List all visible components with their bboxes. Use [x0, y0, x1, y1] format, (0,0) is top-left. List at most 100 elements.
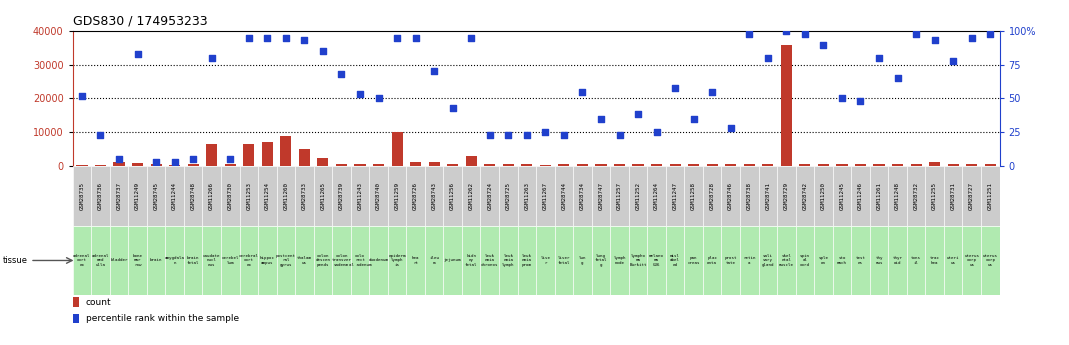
Text: GSM11262: GSM11262: [468, 182, 474, 210]
Text: GSM28735: GSM28735: [79, 182, 84, 210]
Text: hea
rt: hea rt: [412, 256, 419, 265]
Text: GSM11250: GSM11250: [821, 182, 826, 210]
Bar: [684, 226, 703, 295]
Bar: [981, 226, 1000, 295]
Bar: [351, 226, 369, 295]
Bar: [962, 226, 981, 295]
Bar: [332, 166, 351, 226]
Bar: [258, 166, 277, 226]
Point: [908, 31, 925, 37]
Bar: [684, 166, 703, 226]
Bar: [870, 166, 888, 226]
Bar: [151, 164, 161, 166]
Bar: [462, 226, 480, 295]
Point: [148, 159, 165, 164]
Text: GSM28742: GSM28742: [803, 182, 807, 210]
Text: uterus
corp
us: uterus corp us: [982, 254, 997, 267]
Text: bone
mar
row: bone mar row: [133, 254, 142, 267]
Text: test
es: test es: [855, 256, 866, 265]
Text: GSM11263: GSM11263: [524, 182, 529, 210]
Bar: [169, 165, 181, 166]
Bar: [740, 166, 759, 226]
Bar: [777, 226, 795, 295]
Bar: [985, 164, 996, 166]
Point: [221, 156, 238, 161]
Text: GSM11251: GSM11251: [988, 182, 993, 210]
Bar: [429, 162, 439, 166]
Point: [815, 42, 832, 47]
Text: GSM28731: GSM28731: [950, 182, 956, 210]
Bar: [666, 166, 684, 226]
Bar: [295, 166, 313, 226]
Text: GSM28724: GSM28724: [487, 182, 492, 210]
Bar: [110, 166, 128, 226]
Text: GSM28729: GSM28729: [784, 182, 789, 210]
Bar: [777, 166, 795, 226]
Point: [537, 129, 554, 135]
Text: GSM11264: GSM11264: [654, 182, 660, 210]
Bar: [244, 145, 254, 166]
Text: prost
tate: prost tate: [725, 256, 737, 265]
Text: jejunum: jejunum: [444, 258, 462, 263]
Bar: [944, 166, 962, 226]
Text: GSM28740: GSM28740: [376, 182, 381, 210]
Bar: [221, 226, 239, 295]
Bar: [373, 164, 384, 166]
Bar: [929, 161, 941, 166]
Text: live
r: live r: [540, 256, 551, 265]
Point: [592, 116, 609, 121]
Point: [425, 69, 443, 74]
Text: GSM11255: GSM11255: [932, 182, 938, 210]
Bar: [537, 226, 555, 295]
Bar: [592, 226, 610, 295]
Text: GSM11254: GSM11254: [265, 182, 269, 210]
Text: leuk
emia
lymph: leuk emia lymph: [502, 254, 514, 267]
Bar: [391, 132, 403, 166]
Text: trac
hea: trac hea: [930, 256, 940, 265]
Text: GSM11249: GSM11249: [135, 182, 140, 210]
Bar: [592, 166, 610, 226]
Text: sto
mach: sto mach: [837, 256, 847, 265]
Text: caudate
nucl
eus: caudate nucl eus: [203, 254, 220, 267]
Text: leuk
emia
prom: leuk emia prom: [522, 254, 532, 267]
Text: GSM28739: GSM28739: [339, 182, 344, 210]
Text: colon
descen
pends: colon descen pends: [315, 254, 330, 267]
Text: misl
abel
ed: misl abel ed: [670, 254, 680, 267]
Bar: [277, 166, 295, 226]
Bar: [966, 164, 977, 166]
Bar: [855, 164, 866, 166]
Text: GSM28745: GSM28745: [154, 182, 158, 210]
Text: kidn
ey
fetal: kidn ey fetal: [465, 254, 478, 267]
Bar: [573, 166, 592, 226]
Bar: [907, 226, 926, 295]
Bar: [128, 166, 146, 226]
Point: [129, 51, 146, 57]
Point: [741, 31, 758, 37]
Point: [796, 31, 814, 37]
Text: percentile rank within the sample: percentile rank within the sample: [86, 314, 238, 323]
Text: plac
enta: plac enta: [708, 256, 717, 265]
Text: colo
rect
al adenum: colo rect al adenum: [348, 254, 371, 267]
Text: cerebral
cort
ex: cerebral cort ex: [238, 254, 259, 267]
Text: GSM11246: GSM11246: [858, 182, 863, 210]
Bar: [313, 166, 332, 226]
Point: [852, 98, 869, 104]
Bar: [629, 166, 648, 226]
Text: GSM11260: GSM11260: [283, 182, 289, 210]
Text: uterus
corp
us: uterus corp us: [964, 254, 979, 267]
Bar: [262, 142, 273, 166]
Text: brain: brain: [150, 258, 162, 263]
Bar: [188, 164, 199, 166]
Point: [314, 49, 331, 54]
Text: GSM28737: GSM28737: [117, 182, 122, 210]
Text: spin
al
cord: spin al cord: [800, 254, 810, 267]
Bar: [110, 226, 128, 295]
Text: GSM11244: GSM11244: [172, 182, 177, 210]
Bar: [540, 165, 551, 166]
Bar: [795, 166, 815, 226]
Text: GSM11252: GSM11252: [636, 182, 640, 210]
Point: [407, 35, 424, 41]
Bar: [351, 166, 369, 226]
Bar: [944, 226, 962, 295]
Point: [110, 156, 127, 161]
